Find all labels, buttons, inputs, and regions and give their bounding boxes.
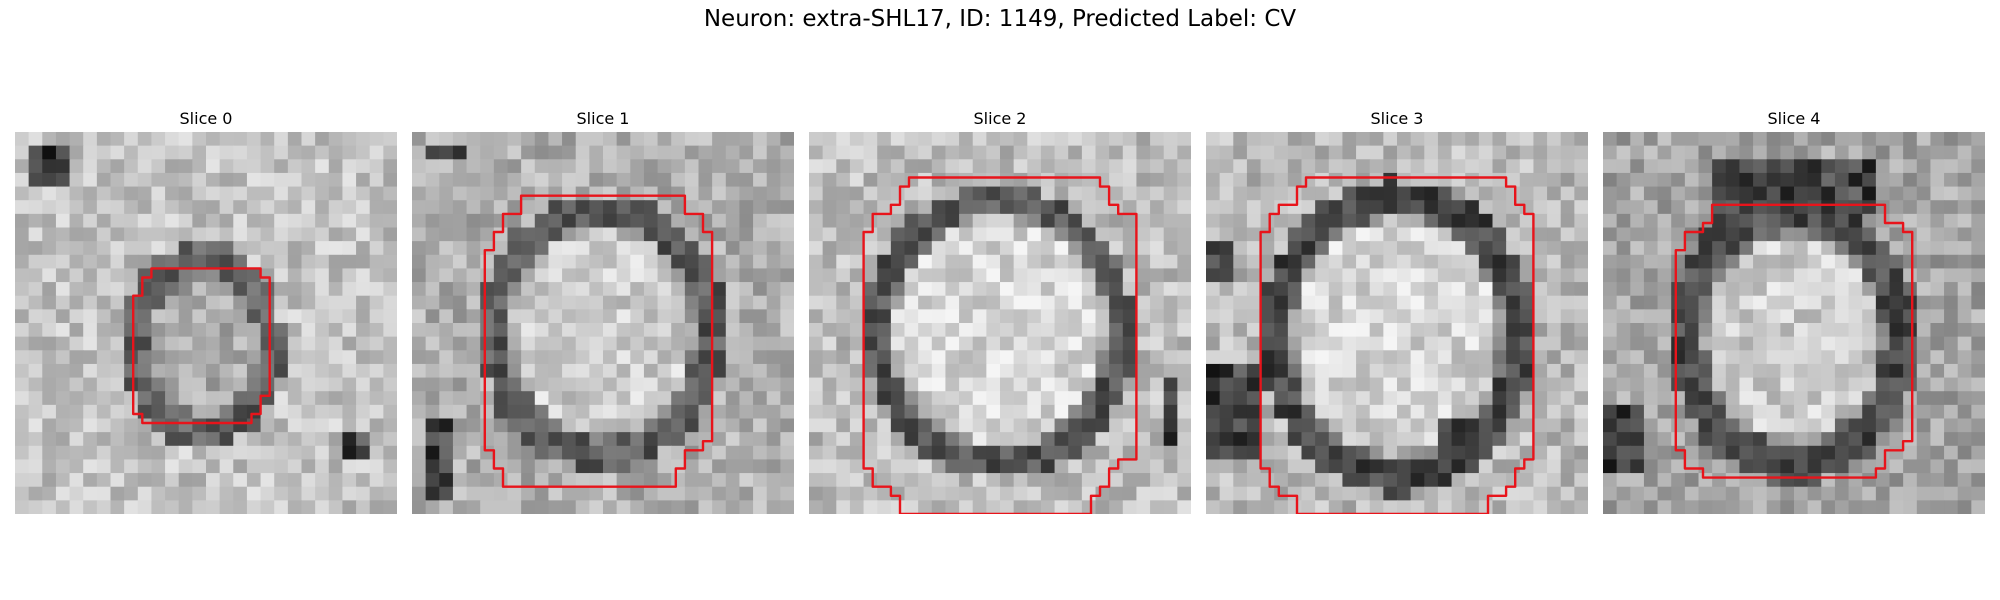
slice-title-3: Slice 3	[1370, 109, 1424, 128]
slice-panel-4: Slice 4	[1603, 106, 1985, 514]
slice-image-3	[1206, 132, 1588, 514]
pixel-grid-2	[809, 132, 1191, 514]
slice-image-1	[412, 132, 794, 514]
slice-title-2: Slice 2	[973, 109, 1027, 128]
slice-title-1: Slice 1	[576, 109, 630, 128]
cell-contour-4	[1674, 203, 1914, 479]
pixel-grid-3	[1206, 132, 1588, 514]
slice-svg-1	[412, 132, 794, 514]
pixel-grid-0	[15, 132, 397, 514]
slice-svg-0	[15, 132, 397, 514]
pixel-grid-1	[412, 132, 794, 514]
slice-panel-2: Slice 2	[809, 106, 1191, 514]
cell-contour-0	[132, 267, 271, 425]
slice-svg-4	[1603, 132, 1985, 514]
cell-contour-2	[862, 176, 1138, 514]
pixel-grid-4	[1603, 132, 1985, 514]
cell-contour-3	[1259, 176, 1535, 514]
slice-image-4	[1603, 132, 1985, 514]
slice-title-0: Slice 0	[179, 109, 233, 128]
cell-contour-1	[483, 194, 714, 488]
slice-svg-3	[1206, 132, 1588, 514]
slice-title-4: Slice 4	[1767, 109, 1821, 128]
slice-panel-0: Slice 0	[15, 106, 397, 514]
slice-image-2	[809, 132, 1191, 514]
slice-panel-1: Slice 1	[412, 106, 794, 514]
slice-panel-3: Slice 3	[1206, 106, 1588, 514]
figure-title: Neuron: extra-SHL17, ID: 1149, Predicted…	[703, 6, 1297, 32]
slice-image-0	[15, 132, 397, 514]
slice-svg-2	[809, 132, 1191, 514]
